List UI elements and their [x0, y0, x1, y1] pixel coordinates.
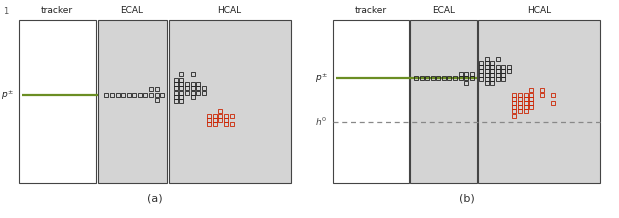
Bar [478, 20, 600, 183]
Text: ECAL: ECAL [120, 6, 144, 15]
Text: (a): (a) [147, 194, 163, 204]
Text: HCAL: HCAL [527, 6, 551, 15]
Bar [169, 20, 291, 183]
Bar [98, 20, 167, 183]
Text: HCAL: HCAL [218, 6, 241, 15]
Bar [410, 20, 477, 183]
Text: tracker: tracker [355, 6, 387, 15]
Bar [478, 20, 600, 183]
Text: $h^{0}$: $h^{0}$ [316, 116, 327, 128]
Text: 1: 1 [3, 7, 8, 15]
Bar [333, 20, 409, 183]
Text: (b): (b) [459, 194, 475, 204]
Bar [169, 20, 291, 183]
Bar [410, 20, 477, 183]
Bar [19, 20, 96, 183]
Text: $p^{\pm}$: $p^{\pm}$ [1, 88, 14, 102]
Text: tracker: tracker [41, 6, 73, 15]
Bar [98, 20, 167, 183]
Text: $p^{\pm}$: $p^{\pm}$ [314, 72, 327, 85]
Text: ECAL: ECAL [431, 6, 455, 15]
